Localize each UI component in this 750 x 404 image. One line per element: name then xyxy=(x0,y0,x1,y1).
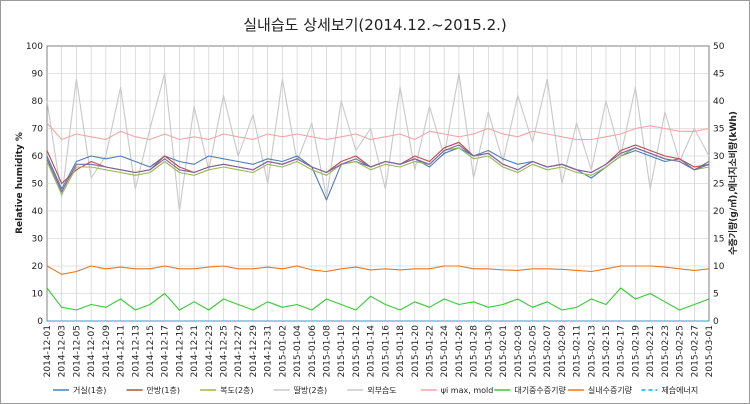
x-tick-label: 2014-12-25 xyxy=(220,325,230,377)
x-tick-label: 2015-01-20 xyxy=(411,325,421,378)
y-left-tick-label: 90 xyxy=(32,70,44,80)
x-tick-label: 2014-12-29 xyxy=(249,325,259,378)
y-right-tick-label: 20 xyxy=(713,207,725,217)
x-tick-label: 2015-02-11 xyxy=(573,325,583,377)
x-tick-label: 2015-02-01 xyxy=(499,325,509,377)
x-tick-label: 2014-12-03 xyxy=(58,325,68,377)
x-tick-label: 2015-01-10 xyxy=(337,325,347,378)
x-tick-label: 2014-12-17 xyxy=(161,325,171,377)
y-right-tick-label: 35 xyxy=(713,125,724,135)
x-tick-label: 2014-12-07 xyxy=(87,325,97,377)
x-tick-label: 2015-02-13 xyxy=(587,325,597,377)
x-tick-label: 2014-12-11 xyxy=(117,325,127,377)
x-tick-label: 2015-01-06 xyxy=(308,325,318,378)
legend-label: 거실(1층) xyxy=(73,385,106,395)
series-lines xyxy=(46,72,710,322)
y-axis-left-label: Relative humidity % xyxy=(15,132,25,234)
y-right-tick-label: 5 xyxy=(713,290,719,300)
x-tick-label: 2015-01-08 xyxy=(323,325,333,378)
legend-label: 외부습도 xyxy=(367,385,396,395)
x-tick-label: 2015-01-02 xyxy=(278,325,288,377)
x-tick-label: 2015-02-25 xyxy=(676,325,686,377)
y-left-tick-label: 50 xyxy=(32,180,44,190)
x-tick-label: 2015-01-22 xyxy=(426,325,436,377)
y-left-tick-label: 80 xyxy=(32,97,44,107)
y-left-tick-label: 10 xyxy=(32,290,44,300)
legend-label: 딸방(2층) xyxy=(294,385,327,395)
x-tick-label: 2014-12-21 xyxy=(190,325,200,377)
y-right-tick-label: 0 xyxy=(713,317,719,327)
y-right-tick-label: 30 xyxy=(713,152,725,162)
y-left-tick-label: 0 xyxy=(37,317,43,327)
legend-label: 대기중수증기량 xyxy=(514,385,566,395)
x-tick-label: 2014-12-13 xyxy=(131,325,141,377)
x-tick-label: 2015-01-12 xyxy=(352,325,362,377)
gridlines xyxy=(47,46,709,321)
x-tick-label: 2014-12-01 xyxy=(43,325,53,377)
x-tick-label: 2014-12-27 xyxy=(234,325,244,377)
y-axis-right-label: 수증기량(g/㎥),에너지소비량(kWh) xyxy=(727,111,739,255)
x-axis: 2014-12-01 2014-12-03 2014-12-05 2014-12-07… xyxy=(43,325,715,378)
y-left-tick-label: 20 xyxy=(32,262,44,272)
y-right-tick-label: 10 xyxy=(713,262,725,272)
x-tick-label: 2014-12-05 xyxy=(72,325,82,377)
x-tick-label: 2015-02-21 xyxy=(646,325,656,377)
x-tick-label: 2015-01-04 xyxy=(293,325,303,378)
y-left-tick-label: 30 xyxy=(32,235,44,245)
x-tick-label: 2015-02-05 xyxy=(529,325,539,377)
y-left-tick-label: 100 xyxy=(26,42,43,52)
x-tick-label: 2015-02-15 xyxy=(602,325,612,377)
x-tick-label: 2015-01-28 xyxy=(470,325,480,378)
x-tick-label: 2015-01-18 xyxy=(396,325,406,378)
x-tick-label: 2014-12-15 xyxy=(146,325,156,377)
x-tick-label: 2015-02-03 xyxy=(514,325,524,377)
y-left-tick-label: 40 xyxy=(32,207,44,217)
x-tick-label: 2015-02-23 xyxy=(661,325,671,377)
series-line xyxy=(46,147,710,196)
x-tick-label: 2014-12-23 xyxy=(205,325,215,377)
y-right-tick-label: 45 xyxy=(713,70,724,80)
x-tick-label: 2015-02-07 xyxy=(543,325,553,377)
legend-label: 복도(2층) xyxy=(220,386,253,395)
legend-label: 안방(1층) xyxy=(147,385,180,395)
x-tick-label: 2015-01-30 xyxy=(484,325,494,378)
x-tick-label: 2014-12-19 xyxy=(175,325,185,378)
x-tick-label: 2014-12-31 xyxy=(264,325,274,377)
series-line xyxy=(46,287,710,311)
x-tick-label: 2015-02-09 xyxy=(558,325,568,378)
x-tick-label: 2015-02-27 xyxy=(690,325,700,377)
y-right-tick-label: 25 xyxy=(713,180,724,190)
y-axis-right: 0 5 10 15 20 25 30 35 40 45 50 xyxy=(713,42,725,327)
y-left-tick-label: 60 xyxy=(32,152,44,162)
series-line xyxy=(46,265,710,275)
x-tick-label: 2015-01-14 xyxy=(367,325,377,378)
x-tick-label: 2015-01-26 xyxy=(455,325,465,378)
legend-label: 제습에너지 xyxy=(661,385,698,395)
series-line xyxy=(46,144,710,193)
y-right-tick-label: 50 xyxy=(713,42,725,52)
y-right-tick-label: 40 xyxy=(713,97,725,107)
x-tick-label: 2014-12-09 xyxy=(102,325,112,378)
x-tick-label: 2015-03-01 xyxy=(705,325,715,377)
y-right-tick-label: 15 xyxy=(713,235,724,245)
legend-label: ψi max, mold xyxy=(441,386,494,395)
x-tick-label: 2015-01-24 xyxy=(440,325,450,378)
legend-label: 실내수증기량 xyxy=(588,385,633,395)
y-axis-left: 0 10 20 30 40 50 60 70 80 90 100 xyxy=(26,42,43,327)
chart-title: 실내습도 상세보기(2014.12.~2015.2.) xyxy=(243,16,507,34)
x-tick-label: 2015-02-19 xyxy=(631,325,641,378)
series-line xyxy=(46,122,710,141)
series-line xyxy=(46,72,710,212)
x-tick-label: 2015-02-17 xyxy=(617,325,627,377)
legend: 거실(1층) 안방(1층) 복도(2층) 딸방(2층) 외부습도 ψi max, mold… xyxy=(53,385,698,395)
x-tick-label: 2015-01-16 xyxy=(381,325,391,378)
y-left-tick-label: 70 xyxy=(32,125,44,135)
